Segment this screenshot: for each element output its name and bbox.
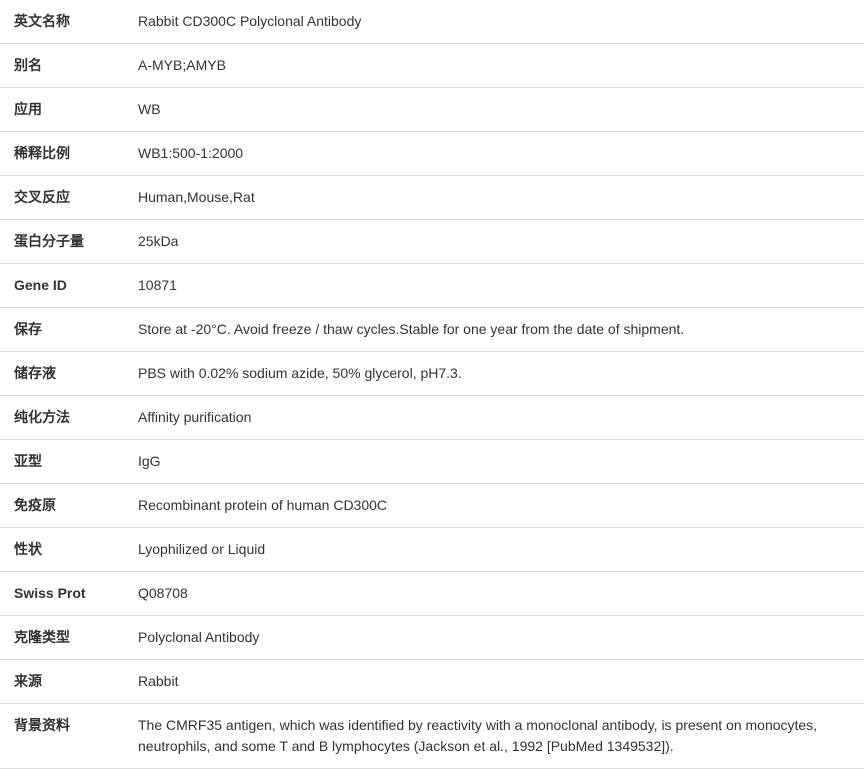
row-value: The CMRF35 antigen, which was identified… [124, 704, 864, 769]
row-label: 克隆类型 [0, 616, 124, 660]
row-value: Q08708 [124, 572, 864, 616]
row-value: Lyophilized or Liquid [124, 528, 864, 572]
row-value: IgG [124, 440, 864, 484]
row-label: 应用 [0, 88, 124, 132]
row-label: 英文名称 [0, 0, 124, 44]
table-row: 英文名称 Rabbit CD300C Polyclonal Antibody [0, 0, 864, 44]
row-value: Polyclonal Antibody [124, 616, 864, 660]
row-value: Affinity purification [124, 396, 864, 440]
row-label: 储存液 [0, 352, 124, 396]
row-label: 亚型 [0, 440, 124, 484]
table-row: 交叉反应 Human,Mouse,Rat [0, 176, 864, 220]
row-label: 保存 [0, 308, 124, 352]
row-value: WB1:500-1:2000 [124, 132, 864, 176]
row-value: 25kDa [124, 220, 864, 264]
row-label: Swiss Prot [0, 572, 124, 616]
row-label: 纯化方法 [0, 396, 124, 440]
row-value: Store at -20°C. Avoid freeze / thaw cycl… [124, 308, 864, 352]
row-label: 交叉反应 [0, 176, 124, 220]
table-row: 别名 A-MYB;AMYB [0, 44, 864, 88]
spec-table-body: 英文名称 Rabbit CD300C Polyclonal Antibody 别… [0, 0, 864, 769]
table-row: 保存 Store at -20°C. Avoid freeze / thaw c… [0, 308, 864, 352]
row-label: 来源 [0, 660, 124, 704]
table-row: Gene ID 10871 [0, 264, 864, 308]
table-row: 蛋白分子量 25kDa [0, 220, 864, 264]
table-row: 纯化方法 Affinity purification [0, 396, 864, 440]
row-value: A-MYB;AMYB [124, 44, 864, 88]
table-row: 应用 WB [0, 88, 864, 132]
table-row: 背景资料 The CMRF35 antigen, which was ident… [0, 704, 864, 769]
table-row: 储存液 PBS with 0.02% sodium azide, 50% gly… [0, 352, 864, 396]
row-label: 蛋白分子量 [0, 220, 124, 264]
row-label: 性状 [0, 528, 124, 572]
table-row: 克隆类型 Polyclonal Antibody [0, 616, 864, 660]
row-value: Human,Mouse,Rat [124, 176, 864, 220]
row-value: 10871 [124, 264, 864, 308]
row-label: Gene ID [0, 264, 124, 308]
row-value: Rabbit [124, 660, 864, 704]
table-row: 来源 Rabbit [0, 660, 864, 704]
row-label: 别名 [0, 44, 124, 88]
row-label: 免疫原 [0, 484, 124, 528]
table-row: 免疫原 Recombinant protein of human CD300C [0, 484, 864, 528]
row-value: Rabbit CD300C Polyclonal Antibody [124, 0, 864, 44]
table-row: Swiss Prot Q08708 [0, 572, 864, 616]
row-value: Recombinant protein of human CD300C [124, 484, 864, 528]
table-row: 亚型 IgG [0, 440, 864, 484]
table-row: 性状 Lyophilized or Liquid [0, 528, 864, 572]
row-label: 稀释比例 [0, 132, 124, 176]
row-value: WB [124, 88, 864, 132]
table-row: 稀释比例 WB1:500-1:2000 [0, 132, 864, 176]
row-value: PBS with 0.02% sodium azide, 50% glycero… [124, 352, 864, 396]
spec-table: 英文名称 Rabbit CD300C Polyclonal Antibody 别… [0, 0, 864, 769]
row-label: 背景资料 [0, 704, 124, 769]
